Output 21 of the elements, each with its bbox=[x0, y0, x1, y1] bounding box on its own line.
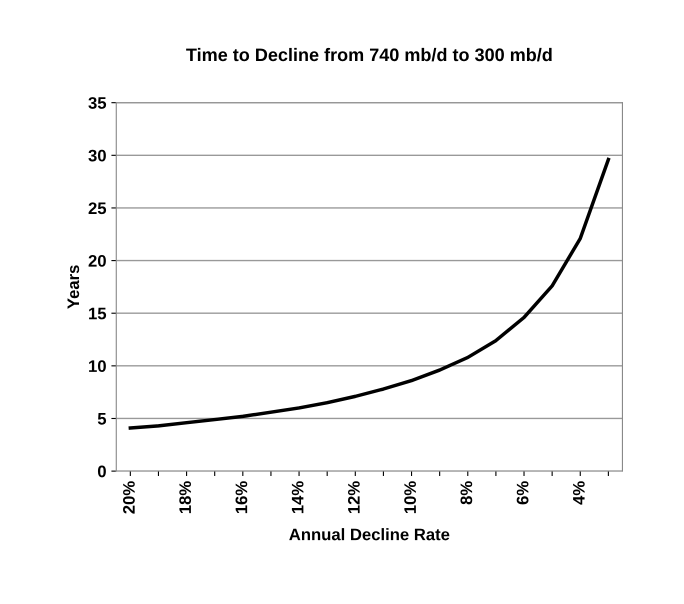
x-tick-label: 12% bbox=[348, 481, 360, 514]
x-axis-title: Annual Decline Rate bbox=[289, 528, 450, 540]
y-tick-label: 10 bbox=[89, 360, 106, 372]
y-tick-label: 20 bbox=[88, 254, 106, 267]
y-tick-label: 30 bbox=[88, 150, 106, 162]
y-axis-title: Years bbox=[68, 265, 80, 309]
x-tick-label: 10% bbox=[404, 481, 416, 514]
x-tick-label: 18% bbox=[179, 481, 192, 514]
x-tick-label: 8% bbox=[460, 481, 472, 504]
y-tick-label: 35 bbox=[88, 97, 106, 109]
chart-title: Time to Decline from 740 mb/d to 300 mb/d bbox=[186, 48, 552, 62]
y-tick-label: 5 bbox=[98, 413, 106, 425]
x-tick-label: 16% bbox=[235, 481, 248, 514]
y-tick-label: 25 bbox=[88, 202, 106, 214]
x-tick-label: 6% bbox=[516, 481, 528, 504]
line-series bbox=[128, 158, 610, 430]
y-tick-label: 0 bbox=[98, 466, 106, 478]
y-tick-label: 15 bbox=[89, 308, 106, 320]
x-tick-label: 4% bbox=[572, 481, 585, 505]
x-tick-label: 20% bbox=[123, 481, 135, 514]
x-tick-label: 14% bbox=[292, 481, 304, 514]
